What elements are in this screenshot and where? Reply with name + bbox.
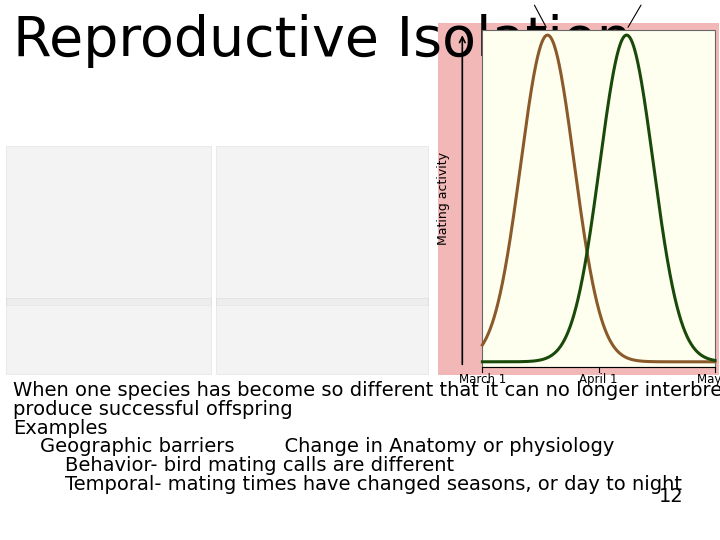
Text: When one species has become so different that it can no longer interbreed to: When one species has become so different… [13, 381, 720, 400]
Bar [6, 146, 211, 305]
Bar [216, 298, 428, 374]
Text: Examples: Examples [13, 418, 107, 437]
Text: produce successful offspring: produce successful offspring [13, 400, 292, 419]
Text: Behavior- bird mating calls are different: Behavior- bird mating calls are differen… [65, 456, 454, 475]
Bar [216, 146, 428, 305]
Bar [438, 23, 719, 375]
Text: Geographic barriers        Change in Anatomy or physiology: Geographic barriers Change in Anatomy or… [40, 437, 614, 456]
Bar [482, 30, 715, 367]
Text: April 1: April 1 [580, 373, 618, 386]
Text: March 1: March 1 [459, 373, 506, 386]
Text: May 1: May 1 [697, 373, 720, 386]
Text: 12: 12 [659, 487, 683, 506]
Bar [6, 298, 211, 374]
Text: Temporal- mating times have changed seasons, or day to night: Temporal- mating times have changed seas… [65, 475, 682, 494]
Text: Reproductive Isolation: Reproductive Isolation [13, 14, 632, 68]
Text: Mating activity: Mating activity [437, 152, 450, 245]
